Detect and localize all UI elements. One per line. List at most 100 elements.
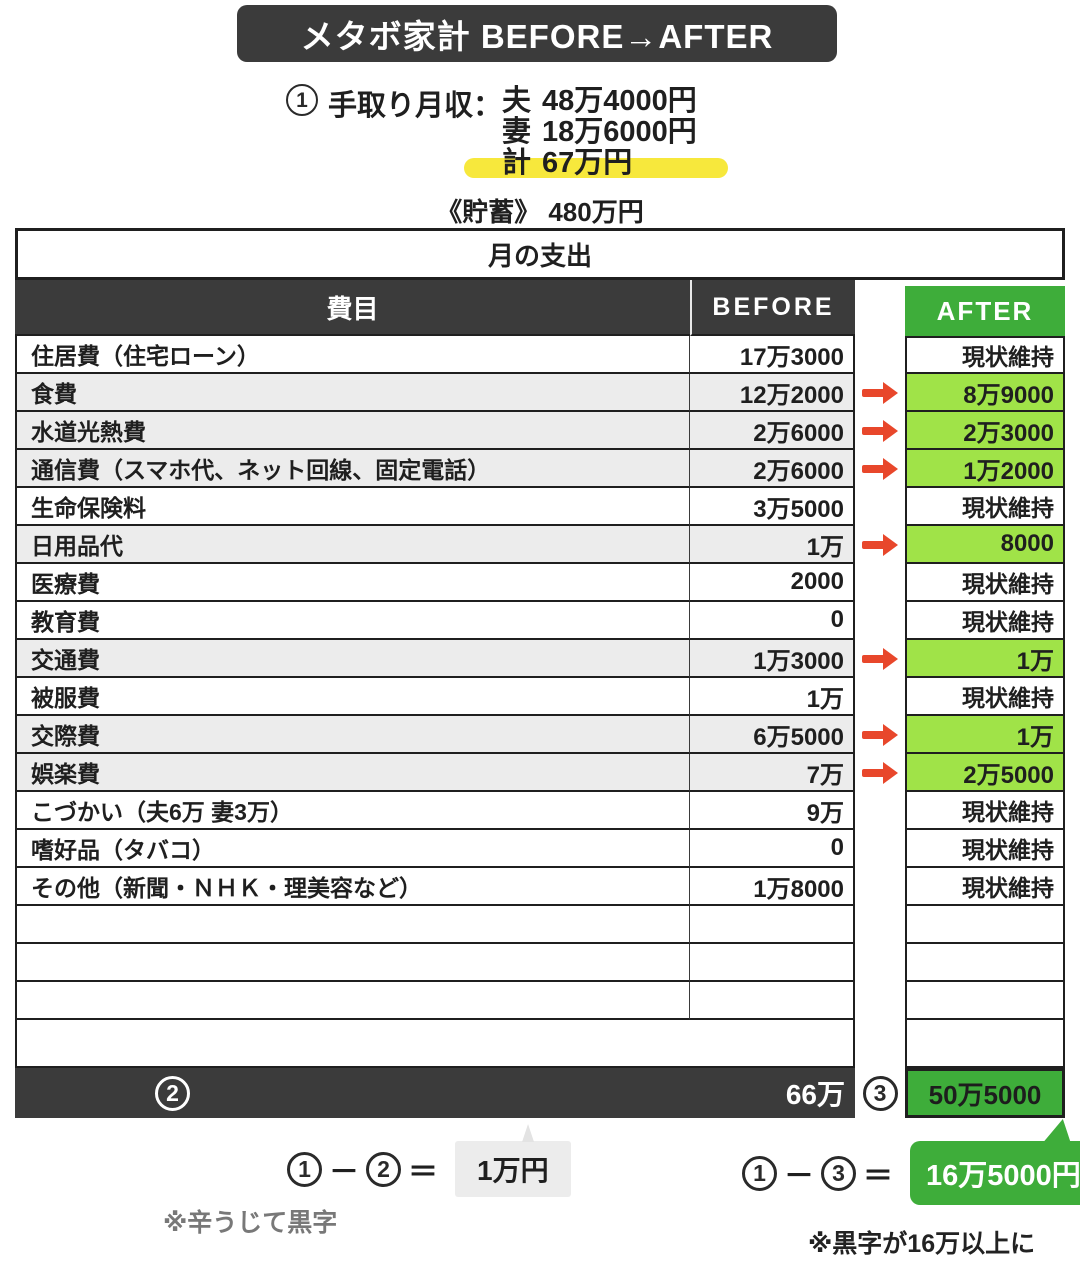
arrow-cell <box>855 792 905 830</box>
arrow-cell <box>855 374 905 412</box>
income-who: 妻 <box>502 115 532 148</box>
before-value-cell: 2万6000 <box>690 412 855 450</box>
income-rows: 夫 48万4000円 妻 18万6000円 計 67万円 <box>464 82 729 179</box>
empty-row <box>15 906 1065 944</box>
expense-item-cell: 日用品代 <box>15 526 690 564</box>
arrow-cell <box>855 868 905 906</box>
after-value-cell: 1万 <box>905 640 1065 678</box>
page-title: メタボ家計 BEFORE→AFTER <box>237 5 837 62</box>
balance-after-value: 16万5000円 <box>910 1119 1080 1205</box>
after-value-cell: 現状維持 <box>905 868 1065 906</box>
expense-row: 娯楽費 7万 2万5000 <box>15 754 1065 792</box>
arrow-cell <box>855 488 905 526</box>
after-value-cell: 現状維持 <box>905 488 1065 526</box>
expense-item-cell: 住居費（住宅ローン） <box>15 336 690 374</box>
income-block: 1 手取り月収： 夫 48万4000円 妻 18万6000円 計 67万円 <box>286 82 729 179</box>
arrow-cell <box>855 906 905 944</box>
before-value-cell: 6万5000 <box>690 716 855 754</box>
balance-before-formula: 1 － 2 ＝ 1万円 <box>287 1124 571 1197</box>
income-label: 手取り月収： <box>328 90 503 122</box>
after-value-cell: 1万 <box>905 716 1065 754</box>
empty-row <box>15 1020 1065 1068</box>
before-total-value: 66万 <box>785 1079 845 1110</box>
change-arrow-icon <box>862 541 885 549</box>
before-value-cell: 1万 <box>690 526 855 564</box>
expense-row: その他（新聞・ＮＨＫ・理美容など） 1万8000 現状維持 <box>15 868 1065 906</box>
expense-row: 被服費 1万 現状維持 <box>15 678 1065 716</box>
savings-value: 480万円 <box>548 197 644 227</box>
expense-item-cell: こづかい（夫6万 妻3万） <box>15 792 690 830</box>
header-gap <box>855 280 905 336</box>
after-value-cell: 現状維持 <box>905 678 1065 716</box>
change-arrow-icon <box>862 655 885 663</box>
marker-1-icon: 1 <box>742 1155 777 1191</box>
empty-item-cell <box>15 906 690 944</box>
income-amount: 67万円 <box>542 146 633 179</box>
expense-item-cell: 食費 <box>15 374 690 412</box>
column-header-after: AFTER <box>905 286 1065 336</box>
marker-3-icon: 3 <box>821 1155 856 1191</box>
arrow-cell <box>855 412 905 450</box>
marker-1-icon: 1 <box>287 1151 322 1187</box>
callout-tail-up-icon <box>1042 1119 1071 1143</box>
total-row: 2 66万 3 50万5000 <box>15 1068 1065 1118</box>
arrow-cell <box>855 830 905 868</box>
table-header-row: 費目 BEFORE AFTER <box>15 280 1065 336</box>
expense-row: 水道光熱費 2万6000 2万3000 <box>15 412 1065 450</box>
empty-row <box>15 982 1065 1020</box>
income-row-wife: 妻 18万6000円 <box>502 113 697 148</box>
income-amount: 48万4000円 <box>542 84 697 117</box>
note-surplus-over-16: ※黒字が16万以上に <box>808 1230 1036 1258</box>
savings-line: 《貯蓄》 480万円 <box>0 192 1080 229</box>
after-value-cell: 現状維持 <box>905 336 1065 374</box>
change-arrow-icon <box>862 769 885 777</box>
marker-2-icon: 2 <box>366 1151 401 1187</box>
expense-row: 日用品代 1万 8000 <box>15 526 1065 564</box>
before-value-cell: 3万5000 <box>690 488 855 526</box>
before-value-cell: 12万2000 <box>690 374 855 412</box>
expense-item-cell: 水道光熱費 <box>15 412 690 450</box>
minus-sign: － <box>784 1160 814 1193</box>
expense-item-cell: 医療費 <box>15 564 690 602</box>
arrow-cell <box>855 564 905 602</box>
arrow-cell <box>855 944 905 982</box>
before-total-bar: 2 66万 <box>15 1068 855 1118</box>
before-value-cell: 1万 <box>690 678 855 716</box>
before-value-cell: 9万 <box>690 792 855 830</box>
expense-table: 月の支出 費目 BEFORE AFTER 住居費（住宅ローン） 17万3000 … <box>15 228 1065 1118</box>
empty-after-cell <box>905 982 1065 1020</box>
arrow-cell <box>855 716 905 754</box>
arrow-cell <box>855 754 905 792</box>
expense-row: 教育費 0 現状維持 <box>15 602 1065 640</box>
empty-after-cell <box>905 906 1065 944</box>
expense-item-cell: 通信費（スマホ代、ネット回線、固定電話） <box>15 450 690 488</box>
expense-row: 通信費（スマホ代、ネット回線、固定電話） 2万6000 1万2000 <box>15 450 1065 488</box>
equals-sign: ＝ <box>863 1160 893 1193</box>
balance-after-text: 16万5000円 <box>926 1160 1080 1192</box>
income-amount: 18万6000円 <box>542 115 697 148</box>
empty-after-cell <box>905 944 1065 982</box>
expense-row: 食費 12万2000 8万9000 <box>15 374 1065 412</box>
expense-item-cell: 被服費 <box>15 678 690 716</box>
before-value-cell: 1万8000 <box>690 868 855 906</box>
arrow-cell <box>855 602 905 640</box>
balance-before-value: 1万円 <box>455 1124 571 1197</box>
expense-row: 住居費（住宅ローン） 17万3000 現状維持 <box>15 336 1065 374</box>
after-value-cell: 8万9000 <box>905 374 1065 412</box>
after-value-cell: 1万2000 <box>905 450 1065 488</box>
expense-row: 医療費 2000 現状維持 <box>15 564 1065 602</box>
arrow-cell <box>855 336 905 374</box>
after-value-cell: 現状維持 <box>905 830 1065 868</box>
savings-label: 《貯蓄》 <box>436 197 541 227</box>
after-value-cell: 現状維持 <box>905 564 1065 602</box>
income-who: 夫 <box>502 84 532 117</box>
balance-before-text: 1万円 <box>477 1155 549 1186</box>
expense-item-cell: 教育費 <box>15 602 690 640</box>
after-total-value: 50万5000 <box>905 1068 1065 1118</box>
arrow-cell <box>855 450 905 488</box>
expense-row: 交際費 6万5000 1万 <box>15 716 1065 754</box>
after-value-cell: 8000 <box>905 526 1065 564</box>
empty-item-cell <box>15 982 690 1020</box>
balance-after-formula: 1 － 3 ＝ 16万5000円 <box>742 1119 1080 1205</box>
table-caption: 月の支出 <box>15 228 1065 280</box>
